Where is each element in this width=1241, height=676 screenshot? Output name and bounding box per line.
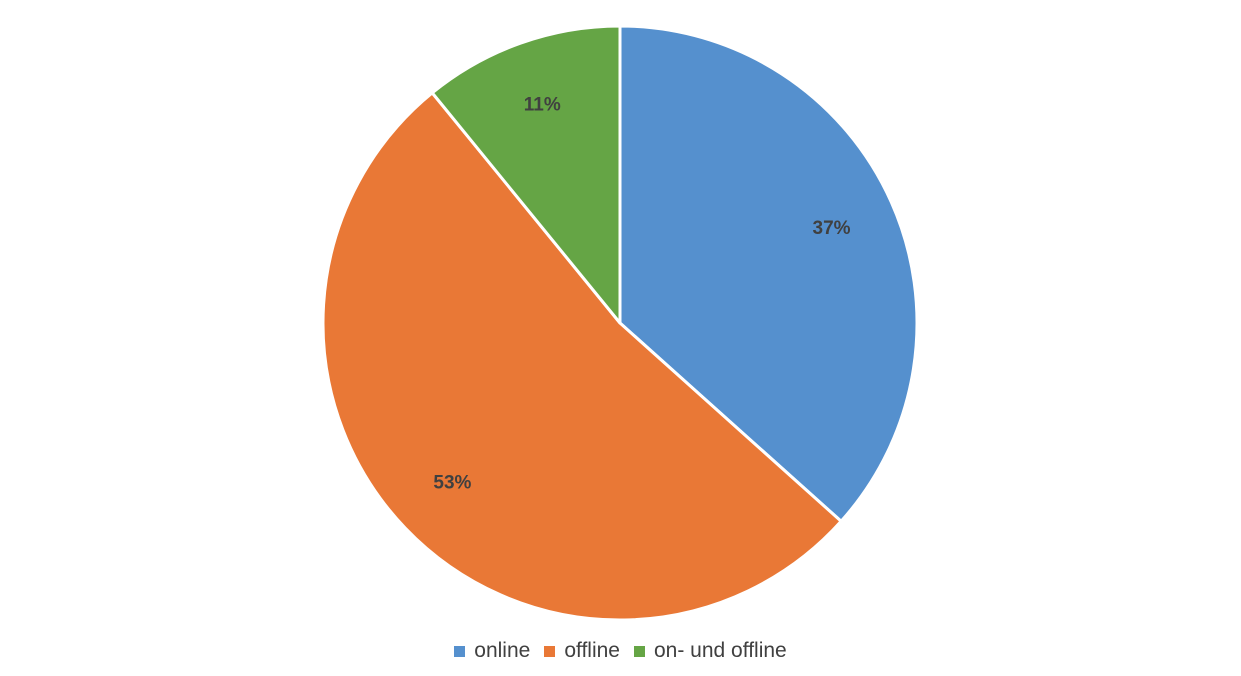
legend-swatch	[544, 645, 556, 657]
pie-slice-offline	[321, 91, 843, 622]
pie-data-labels: 37% 53% 11%	[433, 94, 850, 493]
legend-item-on-und-offline: on- und offline	[634, 639, 787, 663]
legend-item-offline: offline	[544, 639, 620, 663]
legend-label: on- und offline	[654, 639, 787, 662]
legend-label: online	[474, 639, 531, 662]
legend: online offline on- und offline	[0, 639, 1241, 663]
legend-label: offline	[564, 639, 620, 662]
data-label-on-und-offline: 11%	[524, 94, 561, 115]
legend-swatch	[454, 645, 466, 657]
pie-slices	[321, 24, 919, 622]
data-label-online: 37%	[813, 218, 851, 239]
legend-swatch	[634, 645, 645, 657]
pie-slice-on-und-offline	[430, 24, 622, 325]
data-label-offline: 53%	[433, 472, 471, 493]
pie-slice-online	[618, 24, 919, 523]
legend-item-online: online	[454, 639, 530, 663]
